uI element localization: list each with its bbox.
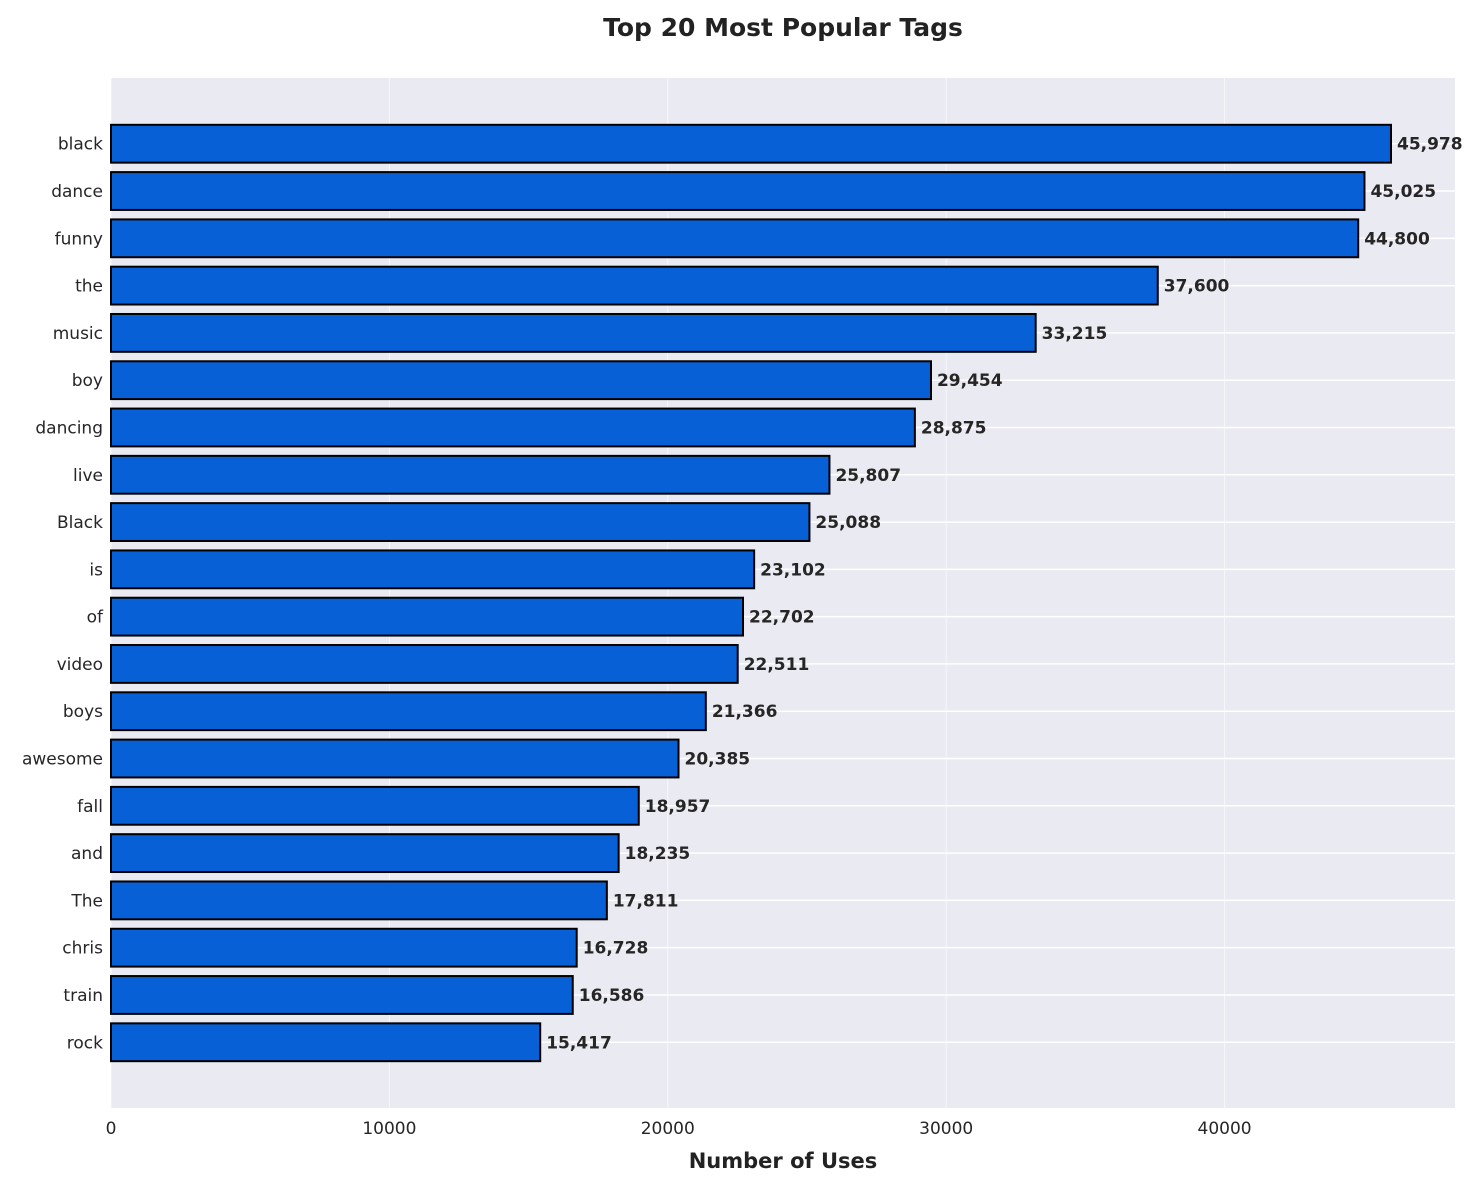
bar-and	[110, 833, 620, 874]
data-label: 20,385	[685, 750, 751, 770]
x-tick-labels: 0 10000 20000 30000 40000	[106, 1119, 1252, 1139]
y-tick-label: is	[89, 560, 103, 580]
chart-title: Top 20 Most Popular Tags	[603, 13, 963, 42]
data-label: 29,454	[937, 371, 1003, 391]
bar-live	[110, 454, 831, 495]
data-label: 15,417	[546, 1033, 612, 1053]
x-tick-label: 20000	[641, 1119, 695, 1139]
y-tick-label: train	[63, 986, 103, 1006]
x-tick-label: 40000	[1198, 1119, 1252, 1139]
data-label: 45,025	[1370, 182, 1436, 202]
data-label: 18,957	[645, 797, 711, 817]
y-tick-label: video	[57, 655, 103, 675]
bar-train	[110, 975, 574, 1015]
y-tick-label: music	[53, 324, 103, 344]
y-tick-label: Black	[57, 513, 103, 533]
y-tick-label: of	[87, 608, 104, 628]
data-label: 33,215	[1042, 324, 1108, 344]
data-label: 25,088	[815, 513, 881, 533]
data-labels: 45,978 45,025 44,800 37,600 33,215 29,454 28,8…	[546, 135, 1462, 1054]
bar-rock	[110, 1022, 542, 1063]
y-tick-label: boy	[72, 371, 103, 391]
y-tick-labels: black dance funny the music boy dancing live Bla…	[22, 135, 104, 1054]
y-tick-label: fall	[77, 797, 103, 817]
data-label: 25,807	[835, 466, 901, 486]
bar-is	[110, 549, 756, 590]
bar-boy	[110, 360, 932, 401]
data-label: 28,875	[921, 418, 987, 438]
y-tick-label: live	[73, 466, 103, 486]
y-tick-label: chris	[62, 939, 103, 959]
y-tick-label: and	[71, 844, 103, 864]
y-tick-label: funny	[55, 229, 103, 249]
data-label: 21,366	[712, 702, 778, 722]
data-label: 44,800	[1364, 229, 1430, 249]
y-tick-label: The	[70, 891, 103, 911]
bar-video	[110, 644, 739, 684]
y-tick-label: boys	[63, 702, 103, 722]
x-tick-label: 10000	[362, 1119, 416, 1139]
bar-the	[110, 265, 1159, 306]
y-tick-label: black	[58, 135, 103, 155]
y-tick-label: the	[75, 277, 103, 297]
x-tick-label: 30000	[919, 1119, 973, 1139]
bar-chris	[110, 927, 578, 968]
data-label: 17,811	[613, 891, 679, 911]
bar-fall	[110, 785, 640, 826]
x-axis-label: Number of Uses	[689, 1149, 878, 1173]
data-label: 37,600	[1164, 277, 1230, 297]
data-label: 45,978	[1397, 135, 1463, 155]
x-tick-label: 0	[106, 1119, 117, 1139]
bar-dancing	[110, 407, 916, 448]
bar-awesome	[110, 738, 680, 779]
data-label: 16,728	[583, 939, 649, 959]
bar-black	[110, 123, 1392, 164]
data-label: 18,235	[625, 844, 691, 864]
bar-funny	[110, 218, 1360, 259]
bar-music	[110, 312, 1037, 353]
bars	[110, 123, 1392, 1063]
bar-Black	[110, 502, 811, 542]
bar-of	[110, 596, 745, 637]
y-tick-label: dance	[51, 182, 103, 202]
data-label: 22,702	[749, 608, 815, 628]
bar-dance	[110, 171, 1366, 211]
data-label: 16,586	[579, 986, 645, 1006]
y-tick-label: dancing	[35, 418, 103, 438]
data-label: 23,102	[760, 560, 826, 580]
data-label: 22,511	[744, 655, 810, 675]
y-tick-label: awesome	[22, 750, 103, 770]
y-tick-label: rock	[67, 1033, 103, 1053]
bar-The	[110, 880, 608, 921]
bar-boys	[110, 691, 707, 732]
